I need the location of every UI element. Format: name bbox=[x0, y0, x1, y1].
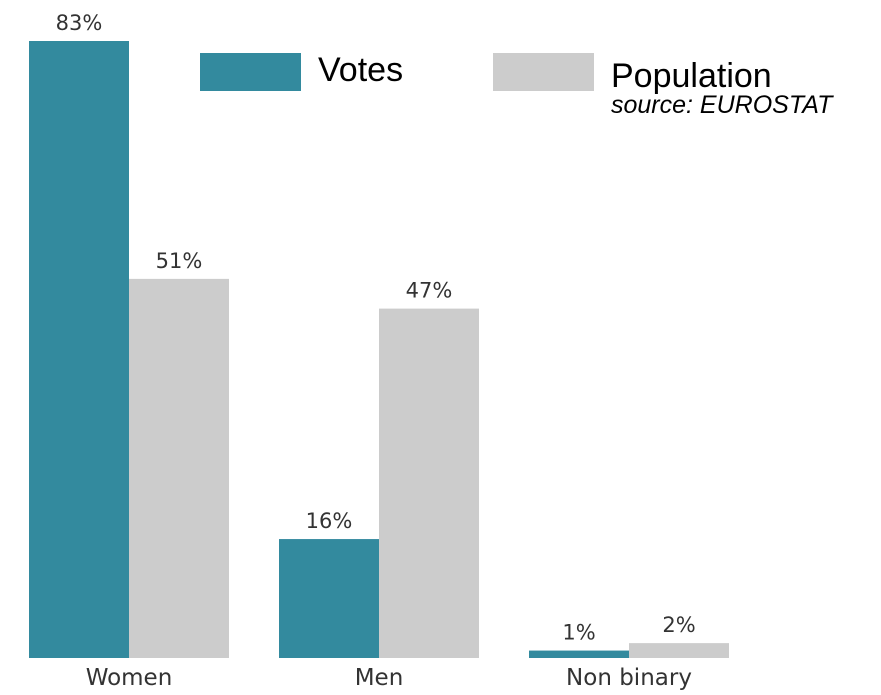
data-label-votes-non-binary: 1% bbox=[562, 621, 595, 645]
data-label-votes-women: 83% bbox=[56, 11, 103, 35]
bar-population-men bbox=[379, 308, 479, 658]
data-label-population-women: 51% bbox=[156, 249, 203, 273]
legend-swatch-population bbox=[493, 53, 594, 91]
category-label-non-binary: Non binary bbox=[566, 665, 692, 691]
bar-votes-women bbox=[29, 41, 129, 658]
legend-swatch-votes bbox=[200, 53, 301, 91]
legend-label-population: Population bbox=[611, 57, 772, 95]
bar-votes-non-binary bbox=[529, 650, 629, 658]
data-label-population-non-binary: 2% bbox=[662, 613, 695, 637]
data-label-votes-men: 16% bbox=[306, 509, 353, 533]
category-label-men: Men bbox=[355, 665, 404, 691]
legend-label-votes: Votes bbox=[318, 51, 404, 89]
source-annotation: source: EUROSTAT bbox=[611, 91, 833, 119]
data-label-population-men: 47% bbox=[406, 279, 453, 303]
category-label-women: Women bbox=[86, 665, 173, 691]
bar-population-non-binary bbox=[629, 643, 729, 658]
bar-population-women bbox=[129, 278, 229, 658]
bar-votes-men bbox=[279, 539, 379, 658]
